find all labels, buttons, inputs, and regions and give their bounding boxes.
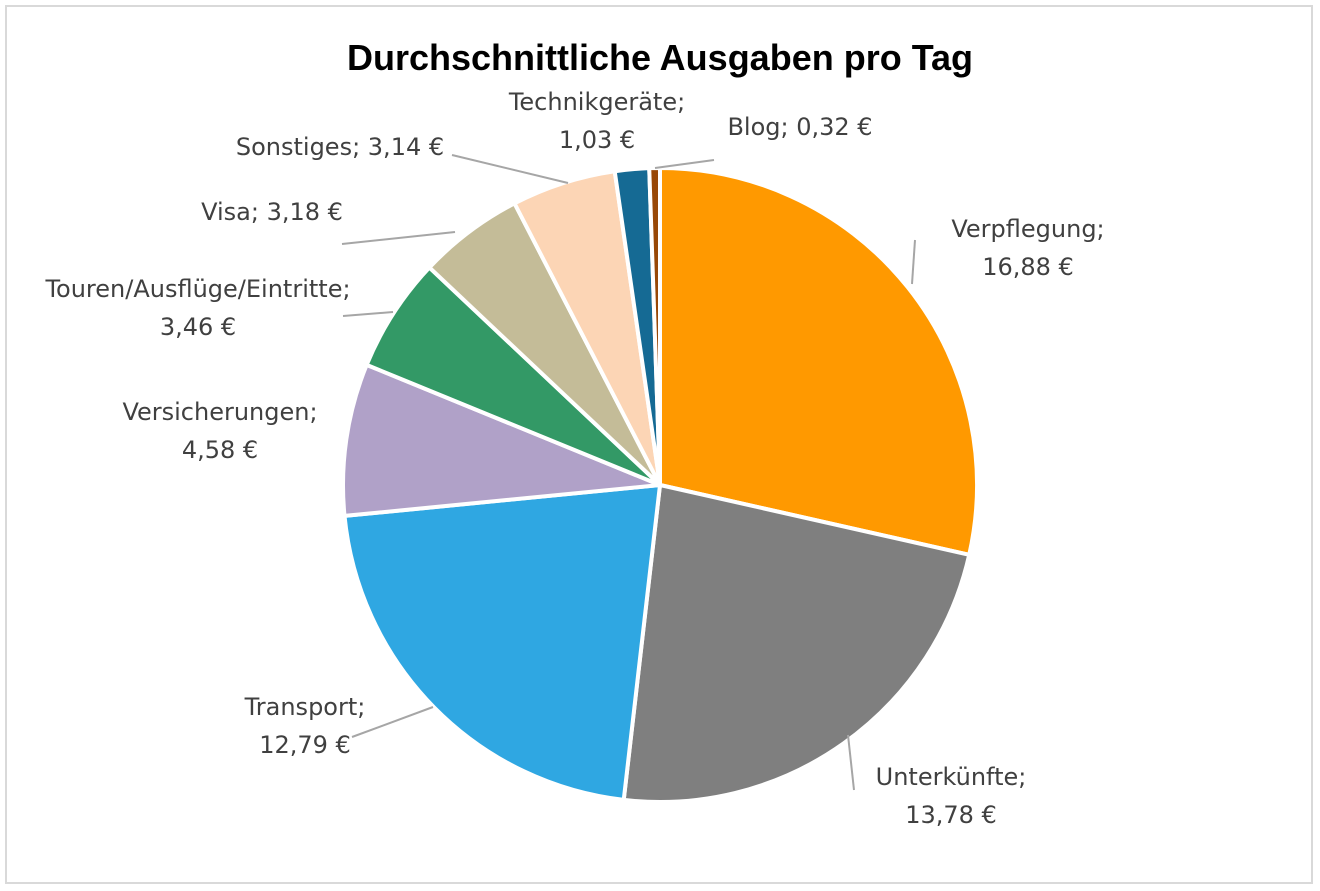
pie-slice-versicherungen: [341, 362, 662, 518]
leader-line-visa: [341, 231, 456, 245]
leader-line-blog: [654, 159, 715, 169]
data-label-touren-ausfluege-eintritte: Touren/Ausflüge/Eintritte; 3,46 €: [44, 275, 350, 341]
leader-line-unterkuenfte: [847, 734, 855, 791]
data-label-blog: Blog; 0,32 €: [727, 113, 872, 141]
leader-line-transport: [351, 706, 434, 738]
leader-line-touren-ausfluege-eintritte: [342, 311, 394, 317]
pie-slices: [341, 165, 979, 804]
data-label-verpflegung: Verpflegung; 16,88 €: [951, 215, 1104, 281]
data-label-technikgeraete: Technikgeräte; 1,03 €: [508, 88, 685, 154]
chart-title: Durchschnittliche Ausgaben pro Tag: [347, 37, 973, 78]
pie-slice-transport: [342, 483, 662, 802]
leader-lines: [341, 154, 916, 791]
pie-slice-unterkuenfte: [621, 483, 972, 804]
data-labels: Verpflegung; 16,88 € Unterkünfte; 13,78 € Tr…: [44, 88, 1104, 829]
data-label-versicherungen: Versicherungen; 4,58 €: [122, 398, 317, 464]
data-label-transport: Transport; 12,79 €: [244, 693, 366, 759]
data-label-unterkuenfte: Unterkünfte; 13,78 €: [876, 763, 1027, 829]
leader-line-sonstiges: [451, 154, 569, 184]
data-label-visa: Visa; 3,18 €: [201, 198, 343, 226]
leader-line-verpflegung: [911, 239, 916, 285]
data-label-sonstiges: Sonstiges; 3,14 €: [236, 133, 444, 161]
pie-slice-verpflegung: [658, 166, 979, 557]
